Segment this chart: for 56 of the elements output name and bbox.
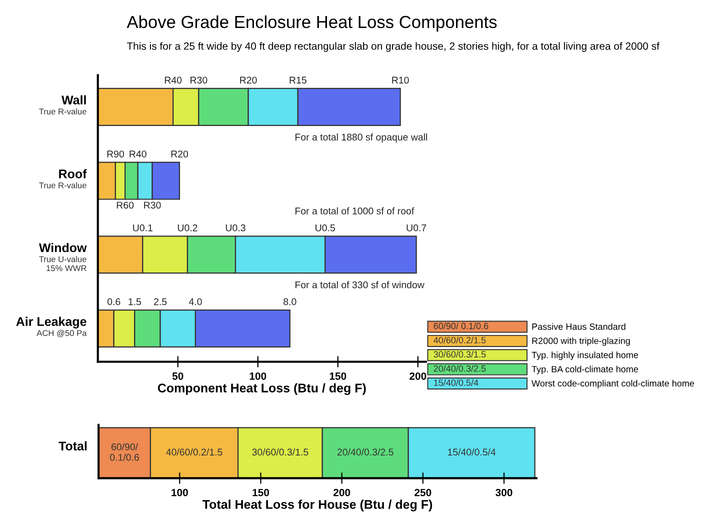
annotation: R40 — [130, 150, 146, 158]
annotation: R30 — [190, 76, 208, 84]
data-label: 40/60/0.2/1.5 — [166, 448, 222, 456]
y-tick-label: Wall True R-value — [39, 95, 86, 114]
text: Typ. BA cold-climate home — [532, 366, 638, 374]
data-label: 60/90/ 0.1/0.6 — [110, 443, 139, 461]
x-tick-label: 150 — [330, 372, 346, 380]
annotation: R20 — [240, 76, 257, 84]
y-tick-label: Total — [58, 441, 87, 450]
y-tick-label: Air Leakage ACH @50 Pa — [16, 316, 87, 338]
text: Worst code-compliant cold-climate home — [532, 380, 694, 388]
annotation: R40 — [164, 76, 182, 84]
annotation: 8.0 — [284, 298, 296, 306]
annotation: R10 — [392, 76, 409, 84]
annotation: U0.2 — [178, 224, 198, 232]
text: 60/90/ 0.1/0.6 — [434, 322, 488, 330]
x-axis-title: Component Heat Loss (Btu / deg F) — [158, 383, 366, 395]
y-tick-label: Window True U-value 15% WWR — [38, 242, 87, 272]
annotation: U0.1 — [133, 224, 152, 232]
annotation: 1.5 — [128, 298, 142, 306]
text: 15/40/0.5/4 — [434, 379, 478, 386]
annotation: For a total of 330 sf of window — [295, 281, 424, 288]
text: 40/60/0.2/1.5 — [434, 336, 486, 344]
annotation: 4.0 — [188, 298, 202, 306]
text: 20/40/0.3/2.5 — [434, 365, 486, 372]
annotation: U0.3 — [226, 224, 246, 232]
data-label: 15/40/0.5/4 — [448, 448, 496, 456]
annotation: For a total of 1000 sf of roof — [295, 207, 414, 214]
x-tick-label: 200 — [334, 488, 350, 496]
annotation: R90 — [107, 150, 124, 158]
x-tick-label: 200 — [410, 372, 426, 380]
annotation: For a total 1880 sf opaque wall — [295, 133, 427, 142]
x-tick-label: 150 — [252, 488, 270, 496]
annotation: R20 — [171, 150, 188, 158]
x-axis-title: Total Heat Loss for House (Btu / deg F) — [202, 500, 432, 512]
x-tick-label: 250 — [414, 488, 432, 496]
x-tick-label: 100 — [250, 372, 266, 380]
annotation: R30 — [144, 202, 161, 209]
x-tick-label: 100 — [172, 488, 188, 496]
chart-title: Above Grade Enclosure Heat Loss Components — [126, 15, 497, 32]
annotation: R15 — [290, 76, 306, 84]
x-tick-label: 300 — [496, 488, 512, 496]
data-label: 20/40/0.3/2.5 — [337, 448, 394, 456]
y-tick-label: Roof True R-value — [39, 169, 87, 188]
text: R2000 with triple-glazing — [532, 337, 630, 346]
annotation: 0.6 — [107, 298, 120, 306]
text: 30/60/0.3/1.5 — [434, 350, 486, 358]
annotation: R60 — [116, 202, 134, 209]
data-label: 30/60/0.3/1.5 — [252, 448, 308, 456]
text: Passive Haus Standard — [532, 323, 626, 330]
chart-subtitle: This is for a 25 ft wide by 40 ft deep rectangular slab on grade house, 2 stories high, for a total living area of 2000 sf — [126, 42, 660, 52]
annotation: U0.7 — [406, 224, 426, 232]
x-tick-label: 50 — [172, 372, 184, 380]
text: Typ. highly insulated home — [532, 352, 638, 360]
annotation: U0.5 — [316, 224, 335, 232]
annotation: 2.5 — [154, 298, 167, 306]
